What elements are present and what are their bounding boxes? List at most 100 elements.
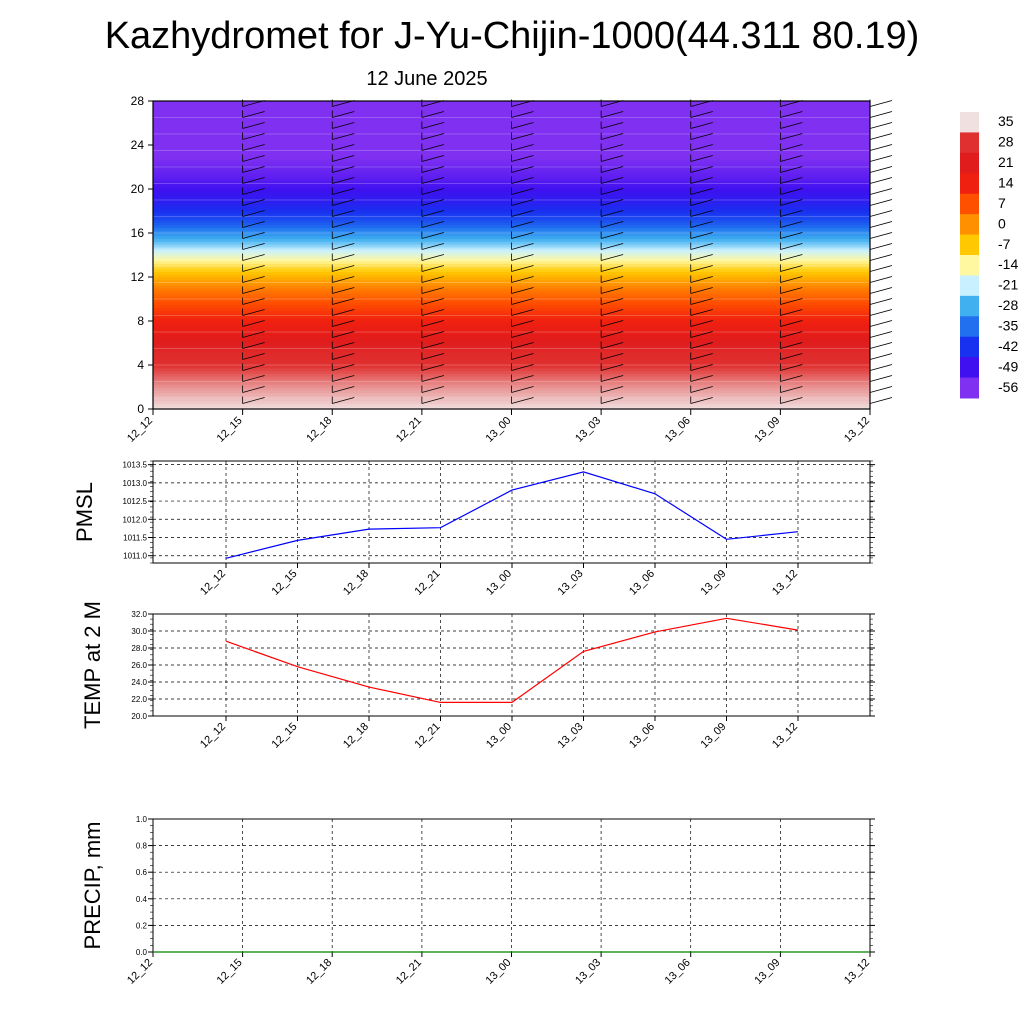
colorbar-label: 35 [998,113,1014,129]
colorbar-swatch [960,112,979,133]
x-tick-label: 12_12 [125,415,155,445]
x-tick-label: 13_03 [573,957,603,987]
precip-panel: 0.0 0.2 0.4 0.6 0.8 1.0 12_12 12_15 12_18 12_21 13… [80,815,875,987]
wind-barb [601,298,624,305]
wind-barb [242,177,265,184]
wind-barb [601,221,624,228]
wind-barb [869,353,893,360]
colorbar-swatch [960,357,979,379]
wind-barb [869,397,893,404]
colorbar-label: 0 [998,215,1006,231]
heatmap-cell [153,260,870,264]
wind-barb [332,177,355,184]
y-tick-label: 32.0 [131,610,147,619]
wind-barb [242,199,265,206]
colorbar-label: -14 [998,256,1018,272]
wind-barb [242,276,265,283]
wind-barb [242,287,265,294]
x-tick-label: 13_06 [663,415,693,445]
wind-barb [780,364,803,371]
panel-frame [152,613,871,717]
wind-barb [421,298,444,305]
wind-barb [511,232,534,239]
wind-barb [601,265,624,272]
wind-barb [869,144,893,151]
wind-barb [780,221,803,228]
wind-barb [601,287,624,294]
heatmap-cell [153,348,870,352]
wind-barb [242,320,265,327]
x-tick-label: 13_03 [556,568,586,598]
wind-barb [511,254,534,261]
y-tick-label: 30.0 [131,627,147,636]
x-tick-label: 13_00 [484,415,514,445]
colorbar-label: 14 [998,175,1014,191]
wind-barb [332,309,355,316]
x-tick-label: 13_12 [770,568,800,598]
temp-panel: 20.0 22.0 24.0 26.0 28.0 30.0 32.0 12_12 12_15 12… [80,601,875,751]
heatmap-cell [153,227,870,231]
wind-barb [780,133,803,140]
wind-barb [780,331,803,338]
wind-barb [869,243,893,250]
wind-barb [869,122,893,129]
wind-barb [869,298,893,305]
y-tick-label: 20 [131,182,145,196]
wind-barb [332,155,355,162]
x-tick-label: 13_06 [627,721,657,751]
wind-barb [601,166,624,173]
wind-barb [332,353,355,360]
heatmap-cell [153,337,870,341]
wind-barb [511,221,534,228]
x-tick-label: 13_09 [699,568,729,598]
wind-barb [421,122,444,129]
wind-barb [511,210,534,217]
wind-barb [690,155,713,162]
wind-barb [421,331,444,338]
wind-barb [780,166,803,173]
colorbar-label: -49 [998,358,1018,374]
heatmap-cell [153,381,870,385]
x-tick-label: 13_12 [842,957,872,987]
heatmap-cell [153,271,870,275]
wind-barb [690,177,713,184]
wind-barb [511,309,534,316]
y-tick-label: 1012.5 [123,497,148,506]
wind-barb [421,276,444,283]
wind-barb [869,221,893,228]
wind-barb [421,309,444,316]
y-tick-label: 24 [131,138,145,152]
wind-barb [601,155,624,162]
wind-barb [242,243,265,250]
heatmap-cell [153,326,870,330]
x-tick-label: 13_09 [752,957,782,987]
wind-barb [242,133,265,140]
wind-barb [601,309,624,316]
wind-barb [869,188,893,195]
wind-barb [780,342,803,349]
wind-barb [869,276,893,283]
wind-barb [332,265,355,272]
wind-barb [869,199,893,206]
wind-barb [780,287,803,294]
wind-barb [780,353,803,360]
x-tick-label: 13_03 [573,415,603,445]
colorbar-swatch [960,193,979,215]
wind-barb [780,309,803,316]
wind-barb [780,177,803,184]
x-tick-label: 13_12 [842,415,872,445]
wind-barb [869,342,893,349]
y-tick-label: 0.6 [136,868,148,877]
colorbar: 35 28 21 14 7 0 -7 -14 -21 -28 -35 -42 -49 -56 [960,112,1018,399]
y-axis-title: PMSL [72,482,97,542]
wind-barb [690,210,713,217]
colorbar-label: 7 [998,195,1006,211]
wind-barb [421,364,444,371]
wind-barb [869,177,893,184]
wind-barb [869,111,893,118]
y-tick-label: 0.2 [136,921,148,930]
wind-barb [242,331,265,338]
x-tick-label: 12_21 [413,721,443,751]
wind-barb [332,375,355,382]
